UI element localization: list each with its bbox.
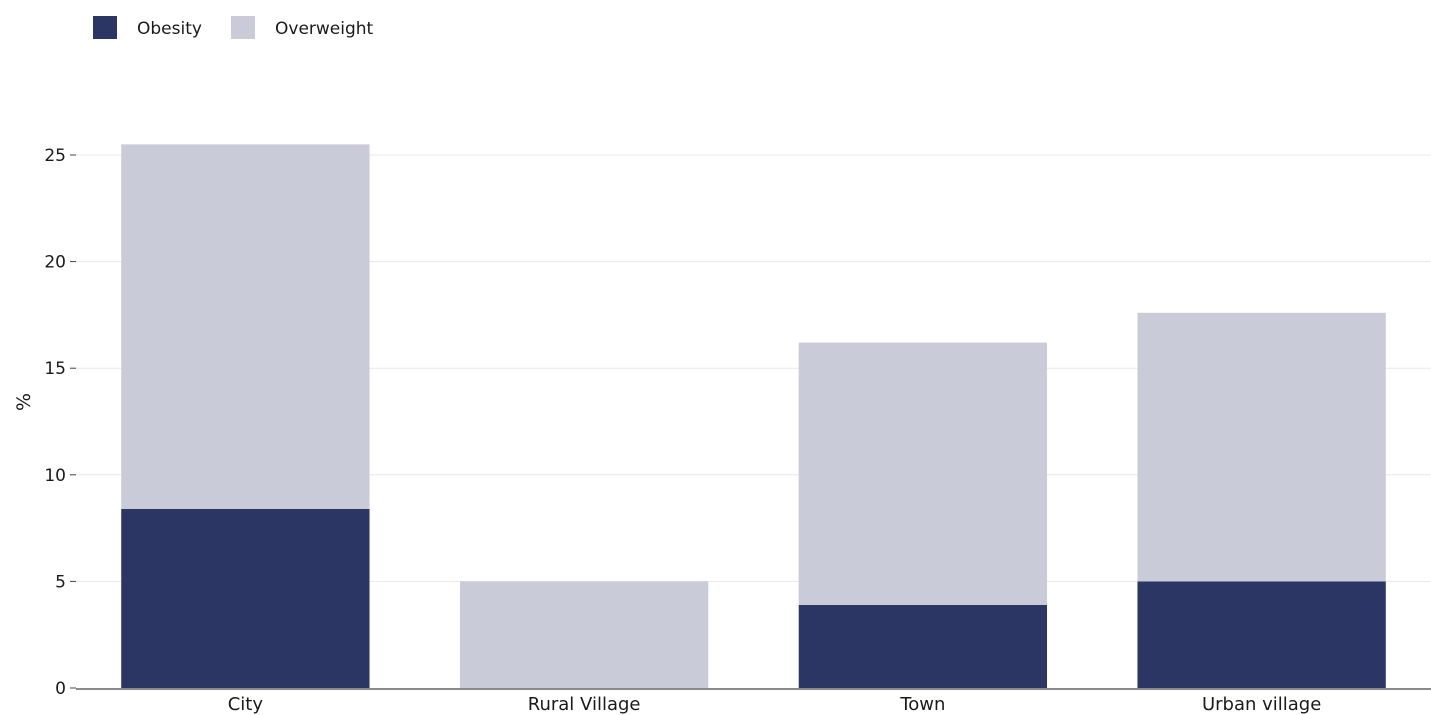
axes: 0 5 10 15 20 25 City Rural Village Town Urban vil…: [44, 146, 1431, 715]
legend-swatch-obesity[interactable]: [93, 16, 117, 39]
bars: [121, 144, 1386, 688]
y-tick-label: 15: [44, 359, 66, 379]
legend: Obesity Overweight: [93, 16, 374, 39]
x-tick-label: Town: [899, 694, 945, 715]
x-tick-label: Urban village: [1202, 694, 1321, 715]
legend-label-obesity[interactable]: Obesity: [137, 19, 202, 39]
bar-obesity-city[interactable]: [121, 508, 370, 688]
bar-obesity-town[interactable]: [798, 604, 1048, 688]
y-tick-label: 5: [55, 572, 66, 592]
bar-obesity-urban-village[interactable]: [1137, 581, 1386, 688]
bar-overweight-town[interactable]: [798, 342, 1048, 605]
x-tick-label: City: [228, 694, 264, 715]
bar-overweight-rural-village[interactable]: [459, 581, 709, 688]
x-tick-label: Rural Village: [528, 694, 641, 715]
y-tick-label: 10: [44, 466, 66, 486]
y-axis-title: %: [13, 393, 35, 411]
y-tick-label: 0: [55, 679, 66, 699]
y-tick-label: 25: [44, 146, 66, 166]
bar-overweight-city[interactable]: [121, 144, 370, 509]
legend-label-overweight[interactable]: Overweight: [275, 19, 374, 39]
bar-overweight-urban-village[interactable]: [1137, 312, 1386, 582]
y-tick-label: 20: [44, 253, 66, 273]
legend-swatch-overweight[interactable]: [231, 16, 255, 39]
